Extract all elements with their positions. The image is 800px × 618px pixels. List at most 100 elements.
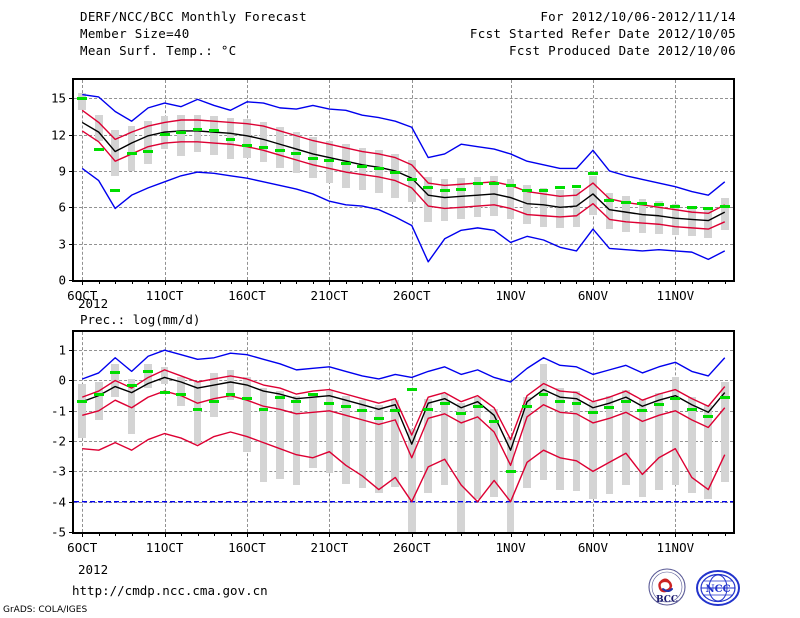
spread-bar	[473, 176, 482, 217]
series-line	[81, 369, 726, 441]
x-axis-minor-tick	[197, 281, 199, 284]
y-axis-tick-label: 9	[58, 163, 66, 179]
bcc-logo-icon: BCC	[648, 568, 686, 606]
spread-bar	[704, 207, 713, 238]
gridline-vertical	[164, 80, 166, 280]
observation-marker	[670, 397, 681, 401]
spread-bar	[111, 129, 119, 176]
x-axis-minor-tick	[279, 533, 281, 536]
x-axis-minor-tick	[708, 281, 710, 284]
x-axis-tick-label: 11OCT	[145, 288, 184, 303]
observation-marker	[703, 206, 714, 210]
gridline-horizontal	[74, 410, 733, 412]
observation-marker	[258, 407, 269, 411]
y-axis-tick-label: 6	[58, 199, 66, 215]
spread-bar	[78, 383, 87, 439]
x-axis-minor-tick	[477, 533, 479, 536]
observation-marker	[719, 395, 730, 399]
observation-marker	[538, 392, 549, 396]
spread-bar	[226, 369, 235, 401]
y-axis-tick-mark	[69, 207, 74, 209]
observation-marker	[456, 187, 467, 191]
observation-marker	[637, 202, 648, 206]
observation-marker	[390, 409, 401, 413]
observation-marker	[242, 397, 252, 401]
series-line	[81, 109, 726, 215]
spread-bar	[638, 198, 647, 233]
series-line	[81, 121, 726, 222]
spread-bar	[193, 115, 202, 152]
precipitation-panel-title: Prec.: log(mm/d)	[80, 312, 201, 327]
x-axis-tick-label: 1NOV	[495, 540, 526, 555]
observation-marker	[357, 409, 368, 413]
spread-bar	[424, 176, 432, 222]
observation-marker	[159, 133, 170, 137]
y-axis-tick-mark	[69, 471, 74, 473]
x-axis-minor-tick	[230, 533, 232, 536]
x-axis-minor-tick	[98, 533, 100, 536]
x-axis-tick-label: 1NOV	[495, 288, 526, 303]
series-line	[81, 130, 726, 230]
series-layer	[81, 93, 726, 263]
x-axis-tick-label: 26OCT	[392, 540, 431, 555]
observation-marker	[489, 419, 500, 423]
source-url[interactable]: http://cmdp.ncc.cma.gov.cn	[72, 583, 268, 598]
gridline-horizontal	[74, 134, 733, 136]
y-axis-tick-mark	[69, 280, 74, 281]
spread-bar	[374, 404, 383, 493]
x-axis-minor-tick	[625, 281, 627, 284]
spread-bar	[589, 175, 597, 215]
x-axis-minor-tick	[378, 281, 380, 284]
observation-marker	[489, 181, 500, 185]
observation-marker	[274, 395, 285, 399]
x-axis-minor-tick	[279, 281, 281, 284]
spread-bar	[210, 372, 218, 417]
x-axis-minor-tick	[691, 281, 693, 284]
spread-bar	[259, 388, 268, 482]
observation-marker	[258, 146, 269, 150]
x-axis-tick-label: 6NOV	[577, 288, 609, 303]
gridline-horizontal	[74, 380, 733, 382]
observation-marker	[340, 162, 351, 166]
observation-marker	[538, 188, 549, 192]
x-axis-minor-tick	[164, 281, 166, 284]
observation-marker	[439, 188, 450, 192]
spread-bar	[424, 398, 432, 493]
series-line	[81, 167, 726, 263]
gridline-horizontal	[74, 98, 733, 100]
spread-bar	[638, 398, 647, 498]
observation-marker	[307, 392, 318, 396]
bcc-logo-text: BCC	[656, 595, 678, 605]
x-axis-tick-label: 11NOV	[656, 288, 695, 303]
observation-marker	[357, 164, 368, 168]
series-line	[82, 431, 726, 503]
x-axis-minor-tick	[378, 533, 380, 536]
x-axis-minor-tick	[148, 533, 150, 536]
spread-bar	[342, 144, 350, 188]
x-axis-minor-tick	[724, 281, 726, 284]
x-axis-minor-tick	[527, 533, 529, 536]
spread-bar	[572, 189, 581, 227]
x-axis-minor-tick	[543, 281, 545, 284]
observation-marker	[637, 409, 648, 413]
y-axis-tick-label: -2	[50, 433, 66, 449]
x-axis-minor-tick	[214, 533, 216, 536]
observation-marker	[423, 407, 434, 411]
spread-bar	[374, 150, 383, 193]
observation-marker	[719, 204, 730, 208]
spread-bar	[177, 377, 185, 407]
x-axis-minor-tick	[115, 533, 117, 536]
x-axis-minor-tick	[246, 533, 248, 536]
spread-bar	[523, 185, 531, 225]
page-title: DERF/NCC/BCC Monthly Forecast	[80, 9, 307, 24]
spread-bar	[457, 403, 465, 532]
spread-bar	[506, 179, 515, 220]
spread-bar	[358, 147, 367, 191]
x-axis-tick-label: 16OCT	[228, 540, 266, 555]
x-axis-minor-tick	[658, 281, 660, 284]
x-axis-minor-tick	[444, 281, 446, 284]
observation-marker	[225, 137, 236, 141]
spread-bar	[720, 197, 729, 231]
x-axis-tick-label: 16OCT	[228, 288, 266, 303]
